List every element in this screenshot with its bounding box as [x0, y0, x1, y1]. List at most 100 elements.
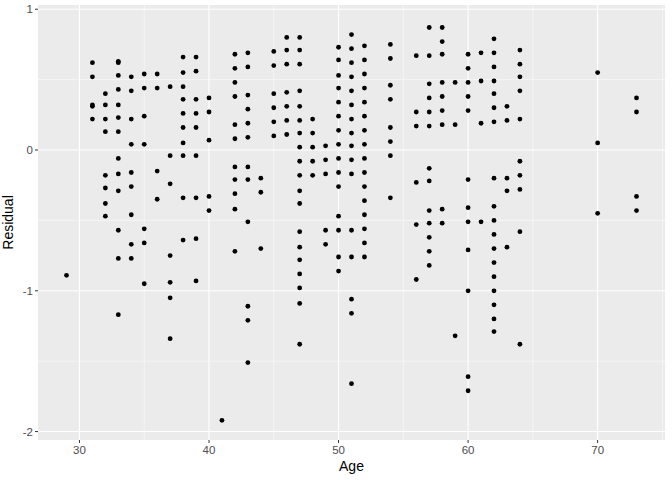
point — [297, 286, 302, 291]
point — [414, 222, 419, 227]
point — [505, 176, 510, 181]
point — [271, 119, 276, 124]
point — [427, 110, 432, 115]
point — [284, 104, 289, 109]
chart: 3040506070-2-101AgeResidual — [0, 0, 672, 480]
point — [181, 238, 186, 243]
point — [297, 62, 302, 67]
grid-line — [38, 9, 665, 10]
point — [129, 184, 134, 189]
point — [233, 191, 238, 196]
point — [492, 329, 497, 334]
point — [245, 360, 250, 365]
point — [142, 114, 147, 119]
point — [181, 55, 186, 60]
point — [518, 229, 523, 234]
point — [103, 117, 108, 122]
point — [142, 226, 147, 231]
point — [207, 208, 212, 213]
point — [518, 342, 523, 347]
point — [181, 97, 186, 102]
point — [116, 103, 121, 108]
point — [427, 179, 432, 184]
point — [245, 107, 250, 112]
minor-grid — [532, 5, 533, 440]
point — [362, 72, 367, 77]
point — [492, 218, 497, 223]
point — [492, 246, 497, 251]
point — [362, 184, 367, 189]
minor-grid — [38, 220, 665, 221]
point — [349, 172, 354, 177]
minor-grid — [662, 5, 663, 440]
y-tick-label: 1 — [27, 3, 33, 15]
point — [297, 159, 302, 164]
point — [505, 188, 510, 193]
point — [518, 187, 523, 192]
point — [90, 117, 95, 122]
point — [90, 74, 95, 79]
point — [492, 50, 497, 55]
point — [362, 241, 367, 246]
point — [168, 181, 173, 186]
point — [297, 88, 302, 93]
point — [336, 142, 341, 147]
point — [168, 295, 173, 300]
point — [297, 245, 302, 250]
point — [518, 173, 523, 178]
point — [323, 228, 328, 233]
point — [479, 50, 484, 55]
point — [233, 136, 238, 141]
point — [129, 212, 134, 217]
x-tick-label: 70 — [591, 444, 604, 456]
point — [297, 188, 302, 193]
point — [492, 91, 497, 96]
point — [388, 125, 393, 130]
point — [233, 249, 238, 254]
minor-grid — [144, 5, 145, 440]
point — [440, 221, 445, 226]
point — [194, 111, 199, 116]
point — [427, 221, 432, 226]
point — [129, 117, 134, 122]
point — [349, 103, 354, 108]
point — [336, 156, 341, 161]
point — [310, 159, 315, 164]
point — [349, 381, 354, 386]
point — [336, 128, 341, 133]
point — [90, 60, 95, 65]
point — [414, 180, 419, 185]
point — [116, 312, 121, 317]
point — [181, 125, 186, 130]
point — [271, 105, 276, 110]
point — [362, 100, 367, 105]
point — [103, 186, 108, 191]
point — [297, 131, 302, 136]
point — [323, 242, 328, 247]
point — [310, 173, 315, 178]
grid — [38, 5, 665, 440]
point — [233, 164, 238, 169]
point — [194, 153, 199, 158]
point — [336, 45, 341, 50]
point — [427, 208, 432, 213]
point — [116, 60, 121, 65]
grid-line — [38, 149, 665, 150]
point — [284, 48, 289, 53]
minor-grid — [403, 5, 404, 440]
point — [427, 235, 432, 240]
point — [349, 228, 354, 233]
point — [297, 35, 302, 40]
point — [634, 208, 639, 213]
point — [466, 248, 471, 253]
point — [207, 194, 212, 199]
point — [595, 141, 600, 146]
point — [427, 249, 432, 254]
point — [466, 108, 471, 113]
point — [466, 66, 471, 71]
x-tick-label: 60 — [462, 444, 475, 456]
point — [64, 273, 69, 278]
point — [284, 35, 289, 40]
point — [323, 143, 328, 148]
point — [233, 66, 238, 71]
